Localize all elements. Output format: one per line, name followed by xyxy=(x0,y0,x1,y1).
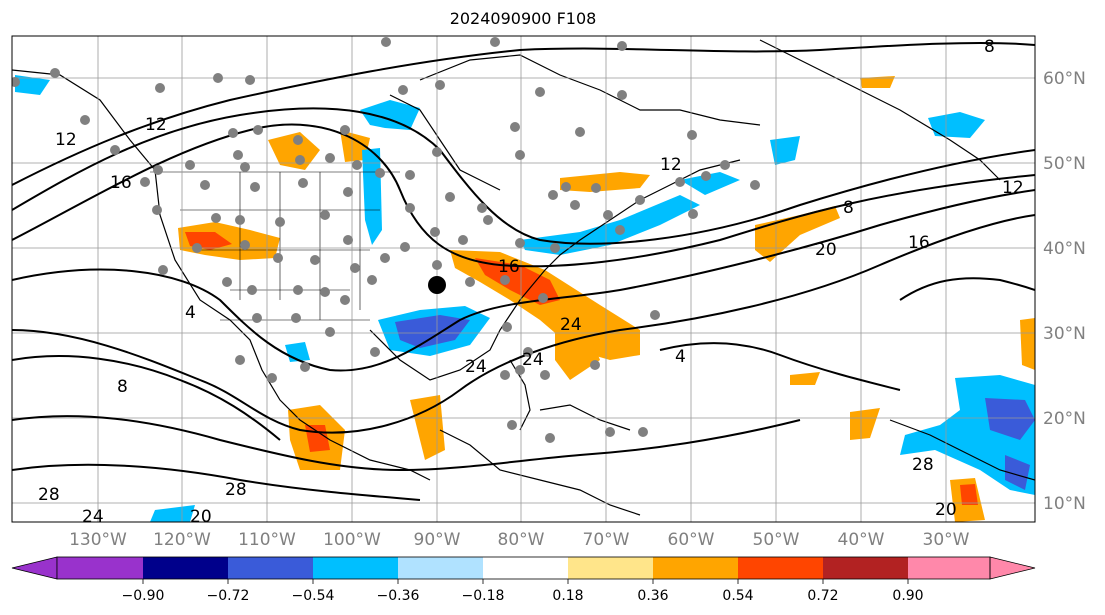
contour-label: 8 xyxy=(843,198,854,218)
lon-label: 100°W xyxy=(323,530,381,550)
station-dots xyxy=(12,37,760,443)
colorbar-segment xyxy=(143,557,228,579)
colorbar-tick: 0.72 xyxy=(807,588,838,604)
contour-label: 24 xyxy=(560,315,582,335)
colorbar-segment xyxy=(908,557,990,579)
contour-label: 12 xyxy=(145,115,167,135)
colorbar-segment xyxy=(313,557,398,579)
contour-label: 16 xyxy=(498,257,520,277)
contour-label: 20 xyxy=(190,507,212,527)
contour-label: 12 xyxy=(1002,178,1024,198)
contour-label: 24 xyxy=(522,350,544,370)
contour-label: 16 xyxy=(908,233,930,253)
contour-labels: 8 12 12 16 20 24 24 24 28 28 4 8 16 12 2… xyxy=(38,37,1024,527)
colorbar-segment xyxy=(57,557,143,579)
contour-label: 4 xyxy=(185,303,196,323)
lon-label: 60°W xyxy=(668,530,715,550)
lon-label: 50°W xyxy=(753,530,800,550)
lon-label: 120°W xyxy=(153,530,211,550)
latitude-labels: 60°N 50°N 40°N 30°N 20°N 10°N xyxy=(1043,69,1086,514)
storm-center-marker xyxy=(428,276,446,294)
contour-label: 12 xyxy=(55,130,77,150)
colorbar-tick: 0.18 xyxy=(552,588,583,604)
contour-label: 28 xyxy=(225,480,247,500)
contour-label: 16 xyxy=(110,173,132,193)
colorbar-tick: −0.72 xyxy=(207,588,250,604)
colorbar-segment xyxy=(653,557,738,579)
colorbar-tick: −0.18 xyxy=(462,588,505,604)
colorbar-segment xyxy=(483,557,568,579)
lat-label: 10°N xyxy=(1043,494,1086,514)
contour-label: 28 xyxy=(38,485,60,505)
colorbar-segment xyxy=(823,557,908,579)
map-title: 2024090900 F108 xyxy=(449,9,597,28)
colorbar-extend-high xyxy=(989,556,1036,580)
colorbar-segment xyxy=(398,557,483,579)
lon-label: 110°W xyxy=(238,530,296,550)
lat-label: 20°N xyxy=(1043,409,1086,429)
map-frame xyxy=(11,35,1036,523)
longitude-labels: 130°W 120°W 110°W 100°W 90°W 80°W 70°W 6… xyxy=(69,530,970,550)
lon-label: 40°W xyxy=(838,530,885,550)
colorbar: −0.90 −0.72 −0.54 −0.36 −0.18 0.18 0.36 … xyxy=(11,556,1036,604)
contour-label: 8 xyxy=(117,377,128,397)
contour-label: 8 xyxy=(984,37,995,57)
colorbar-segment xyxy=(738,557,823,579)
contour-label: 12 xyxy=(660,155,682,175)
lat-label: 60°N xyxy=(1043,69,1086,89)
lon-label: 90°W xyxy=(414,530,461,550)
negative-region-hudson xyxy=(360,100,420,130)
contour-label: 24 xyxy=(465,357,487,377)
colorbar-segment xyxy=(228,557,313,579)
colorbar-tick: −0.54 xyxy=(292,588,335,604)
lon-label: 30°W xyxy=(923,530,970,550)
lat-label: 40°N xyxy=(1043,239,1086,259)
colorbar-tick: 0.54 xyxy=(722,588,753,604)
lon-label: 80°W xyxy=(498,530,545,550)
colorbar-extend-low xyxy=(11,556,58,580)
lon-label: 130°W xyxy=(69,530,127,550)
lat-label: 30°N xyxy=(1043,324,1086,344)
contours xyxy=(12,41,1035,501)
colorbar-tick: −0.90 xyxy=(122,588,165,604)
colorbar-tick: 0.36 xyxy=(637,588,668,604)
colorbar-tick: −0.36 xyxy=(377,588,420,604)
colorbar-tick: 0.90 xyxy=(892,588,923,604)
contour-label: 20 xyxy=(815,240,837,260)
colorbar-segment xyxy=(568,557,653,579)
contour-label: 28 xyxy=(912,455,934,475)
contour-label: 24 xyxy=(82,507,104,527)
contour-label: 20 xyxy=(935,500,957,520)
lon-label: 70°W xyxy=(583,530,630,550)
lat-label: 50°N xyxy=(1043,154,1086,174)
contour-label: 4 xyxy=(675,347,686,367)
